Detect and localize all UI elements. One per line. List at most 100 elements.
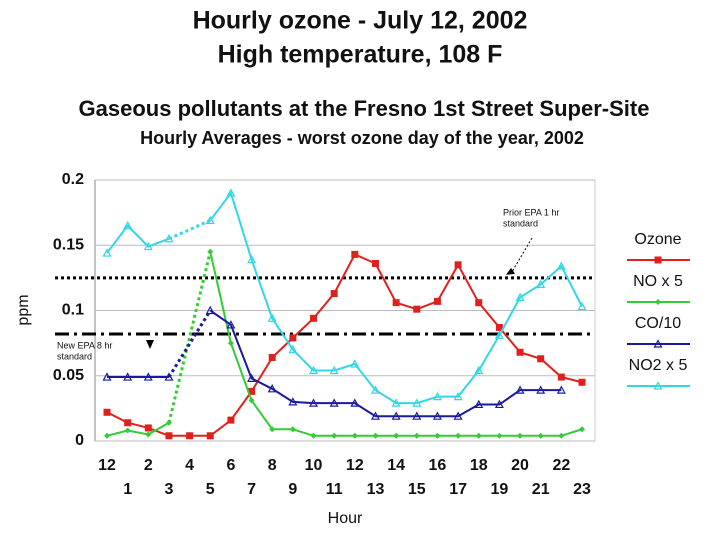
data-point xyxy=(370,385,380,394)
data-point xyxy=(226,320,236,329)
data-point xyxy=(143,241,153,251)
reference-label: standard xyxy=(503,218,538,228)
legend-label: NO2 x 5 xyxy=(629,357,688,374)
data-point xyxy=(123,220,133,230)
data-point xyxy=(455,432,462,439)
data-point xyxy=(372,432,379,439)
data-point xyxy=(102,372,112,381)
x-tick-label: 7 xyxy=(247,481,256,498)
legend-label: NO x 5 xyxy=(633,273,683,290)
legend-marker xyxy=(654,256,662,264)
data-point xyxy=(247,373,257,382)
data-point xyxy=(579,426,585,433)
data-point xyxy=(289,334,297,342)
data-point xyxy=(454,261,462,269)
x-tick-label: 4 xyxy=(185,457,194,474)
x-tick-label: 17 xyxy=(449,481,467,498)
data-point xyxy=(392,299,400,307)
data-point xyxy=(103,408,111,416)
data-point xyxy=(186,432,194,440)
x-tick-label: 1 xyxy=(123,481,132,498)
data-point xyxy=(391,411,401,420)
x-tick-label: 10 xyxy=(305,457,323,474)
data-point xyxy=(329,365,339,375)
x-tick-label: 12 xyxy=(346,457,364,474)
data-point xyxy=(351,432,358,439)
data-point xyxy=(143,372,153,381)
data-point xyxy=(104,432,110,439)
data-point xyxy=(309,365,319,375)
data-point xyxy=(164,372,174,381)
data-point xyxy=(393,432,400,439)
data-point xyxy=(205,305,215,315)
series-line xyxy=(106,190,583,405)
data-point xyxy=(432,411,442,420)
x-tick-label: 22 xyxy=(552,457,570,474)
gap-connector xyxy=(167,251,212,424)
legend-marker xyxy=(653,381,663,390)
legend-label: CO/10 xyxy=(635,315,681,332)
data-point xyxy=(412,411,422,420)
data-point xyxy=(288,344,298,354)
data-point xyxy=(329,398,339,407)
data-point xyxy=(494,399,504,409)
data-point xyxy=(412,398,422,407)
data-point xyxy=(517,432,524,439)
y-tick-label: 0.05 xyxy=(53,367,84,384)
data-point xyxy=(495,323,503,331)
x-tick-label: 16 xyxy=(429,457,447,474)
data-point xyxy=(205,215,215,225)
data-point xyxy=(227,340,234,347)
series-line xyxy=(106,253,583,437)
data-point xyxy=(474,365,484,375)
legend-label: Ozone xyxy=(634,231,681,248)
data-point xyxy=(267,313,277,322)
data-point xyxy=(475,299,483,307)
data-point xyxy=(434,432,441,439)
y-tick-label: 0 xyxy=(75,432,84,449)
title-line: Hourly ozone - July 12, 2002 xyxy=(193,7,528,35)
data-point xyxy=(413,305,421,313)
x-tick-label: 18 xyxy=(470,457,488,474)
annotation-arrowhead xyxy=(506,267,515,275)
title-line: High temperature, 108 F xyxy=(218,41,503,69)
data-point xyxy=(475,432,482,439)
data-point xyxy=(227,416,235,424)
data-point xyxy=(207,248,214,255)
data-point xyxy=(123,372,133,381)
x-tick-label: 8 xyxy=(268,457,277,474)
y-tick-label: 0.15 xyxy=(53,236,84,253)
gap-connector xyxy=(167,309,212,378)
series-line xyxy=(107,309,562,418)
legend-marker xyxy=(655,299,661,305)
data-point xyxy=(145,431,152,438)
data-point xyxy=(165,432,173,440)
data-point xyxy=(248,387,256,395)
x-tick-label: 9 xyxy=(288,481,297,498)
x-tick-label: 23 xyxy=(573,481,591,498)
data-point xyxy=(351,250,359,258)
x-tick-label: 5 xyxy=(206,481,215,498)
x-tick-label: 19 xyxy=(490,481,508,498)
legend-marker xyxy=(653,339,663,348)
annotation-arrow xyxy=(511,237,533,273)
data-point xyxy=(124,427,131,434)
data-point xyxy=(269,426,276,433)
data-point xyxy=(330,290,338,298)
data-point xyxy=(556,385,566,394)
x-tick-label: 20 xyxy=(511,457,529,474)
data-point xyxy=(102,248,112,257)
data-point xyxy=(557,373,565,381)
x-tick-label: 13 xyxy=(367,481,385,498)
x-tick-label: 21 xyxy=(532,481,550,498)
data-point xyxy=(370,411,380,420)
data-point xyxy=(310,432,317,439)
reference-label: New EPA 8 hr xyxy=(57,340,112,350)
data-point xyxy=(310,314,318,322)
data-point xyxy=(289,426,296,433)
data-point xyxy=(536,279,546,288)
data-point xyxy=(144,424,152,432)
subtitle-line: Hourly Averages - worst ozone day of the… xyxy=(140,128,584,148)
data-point xyxy=(515,385,525,394)
